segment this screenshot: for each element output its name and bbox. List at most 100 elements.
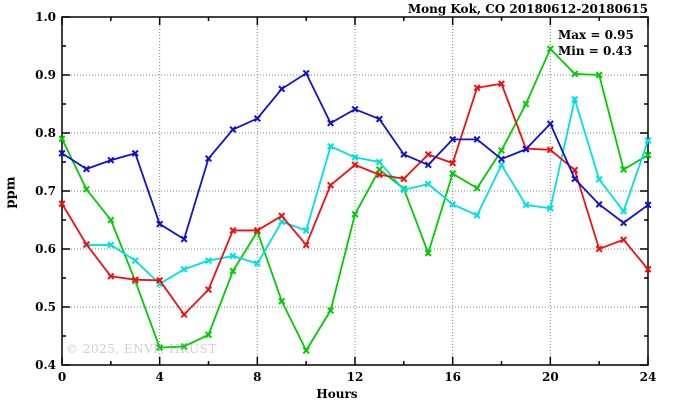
data-point-cyan <box>400 186 408 194</box>
series-line-red <box>61 82 649 316</box>
y-tick-label: 0.6 <box>35 242 56 256</box>
data-point-blue <box>473 135 481 143</box>
data-point-cyan <box>546 204 554 212</box>
data-point-blue <box>522 145 530 153</box>
data-point-green <box>424 249 432 257</box>
data-point-blue <box>131 149 139 157</box>
data-point-blue <box>424 161 432 169</box>
data-point-red <box>302 241 310 249</box>
data-point-green <box>522 100 530 108</box>
data-point-red <box>400 175 408 183</box>
data-point-cyan <box>375 158 383 166</box>
y-tick-label: 0.8 <box>35 126 56 140</box>
x-tick-label: 20 <box>542 370 559 384</box>
data-point-red <box>644 265 652 273</box>
data-point-blue <box>229 126 237 134</box>
x-tick-label: 4 <box>155 370 163 384</box>
chart-frame <box>61 16 649 366</box>
data-point-blue <box>58 149 66 157</box>
data-point-blue <box>82 165 90 173</box>
max-min-annotation: Max = 0.95 Min = 0.43 <box>558 27 634 59</box>
data-point-red <box>424 150 432 158</box>
data-point-cyan <box>107 241 115 249</box>
data-point-cyan <box>253 259 261 268</box>
data-point-cyan <box>449 200 457 208</box>
y-tick-label: 1.0 <box>35 10 56 24</box>
data-point-cyan <box>620 207 628 215</box>
data-point-red <box>571 166 579 174</box>
data-point-blue <box>595 200 603 208</box>
x-axis-label: Hours <box>316 387 358 401</box>
data-point-red <box>58 200 66 208</box>
data-point-red <box>278 212 286 220</box>
data-point-green <box>595 71 603 79</box>
data-point-cyan <box>644 137 652 145</box>
x-tick-label: 12 <box>347 370 364 384</box>
data-point-cyan <box>497 161 506 169</box>
data-point-red <box>82 240 90 248</box>
data-point-red <box>449 159 457 167</box>
data-point-blue <box>546 120 554 128</box>
data-point-cyan <box>351 153 359 161</box>
data-point-cyan <box>180 265 188 273</box>
data-point-blue <box>278 85 286 93</box>
data-point-blue <box>351 105 359 113</box>
data-point-red <box>131 276 139 284</box>
x-tick-label: 24 <box>640 370 657 384</box>
x-tick-label: 16 <box>444 370 461 384</box>
data-point-cyan <box>424 180 432 188</box>
data-point-cyan <box>473 211 481 219</box>
y-axis-label: ppm <box>3 176 19 209</box>
data-point-blue <box>644 201 652 209</box>
data-point-blue <box>497 155 506 163</box>
data-point-red <box>180 311 188 319</box>
data-point-red <box>253 226 261 234</box>
data-point-red <box>620 236 628 244</box>
max-value-label: Max = 0.95 <box>558 28 634 42</box>
data-point-green <box>497 146 506 154</box>
data-point-red <box>156 276 164 284</box>
data-point-green <box>571 70 579 78</box>
data-point-blue <box>204 155 213 163</box>
data-point-green <box>278 297 286 305</box>
data-point-cyan <box>595 175 603 183</box>
data-point-blue <box>620 219 628 227</box>
data-point-red <box>546 146 554 154</box>
x-tick-label: 8 <box>253 370 261 384</box>
data-point-red <box>375 171 383 179</box>
data-point-green <box>107 216 115 224</box>
data-point-cyan <box>302 226 310 234</box>
watermark: © 2025, ENVF, HKUST <box>66 342 217 356</box>
y-tick-label: 0.4 <box>35 358 56 372</box>
data-point-red <box>473 84 481 92</box>
data-point-green <box>229 267 237 275</box>
data-point-cyan <box>327 142 335 150</box>
y-tick-label: 0.7 <box>35 184 56 198</box>
y-tick-label: 0.9 <box>35 68 56 82</box>
data-point-cyan <box>522 201 530 209</box>
data-point-blue <box>180 235 188 243</box>
data-point-red <box>204 286 213 294</box>
data-point-cyan <box>204 257 213 265</box>
data-point-cyan <box>229 252 237 260</box>
data-point-cyan <box>278 218 286 226</box>
data-point-green <box>473 184 481 192</box>
data-point-red <box>595 245 603 253</box>
min-value-label: Min = 0.43 <box>558 44 633 58</box>
data-point-blue <box>571 175 579 183</box>
series-line-cyan <box>86 95 649 285</box>
chart-title: Mong Kok, CO 20180612-20180615 <box>407 2 648 16</box>
data-point-blue <box>302 69 310 77</box>
data-point-green <box>620 166 628 174</box>
data-point-green <box>449 170 457 178</box>
data-point-green <box>327 306 335 314</box>
data-point-green <box>156 344 164 352</box>
y-tick-label: 0.5 <box>35 300 56 314</box>
data-point-blue <box>327 119 335 127</box>
data-point-cyan <box>571 95 579 103</box>
data-point-blue <box>253 114 261 123</box>
data-point-red <box>327 181 335 189</box>
data-point-red <box>229 226 237 234</box>
